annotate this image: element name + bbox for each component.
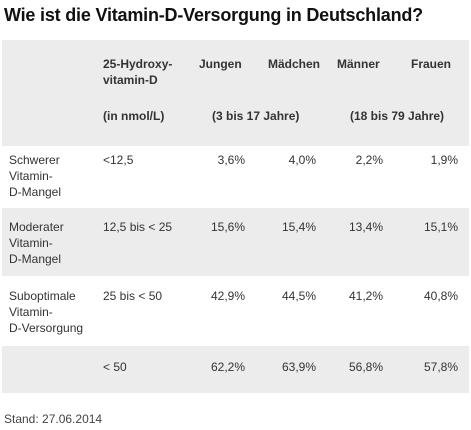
table-row: Moderater Vitamin- D-Mangel 12,5 bis < 2… [2,208,469,276]
header-marker: 25-Hydroxy- vitamin-D [103,57,173,87]
row-value-maenner: 56,8% [348,360,383,374]
row-value-maedchen: 44,5% [281,289,316,303]
row-value-jungen: 3,6% [217,153,245,167]
row-value-frauen: 57,8% [423,360,458,374]
row-range: <12,5 [103,153,134,167]
row-range: 25 bis < 50 [103,289,163,303]
subheader-adult-age: (18 bis 79 Jahre) [350,109,445,123]
header-maenner: Männer [337,57,380,71]
row-value-maenner: 41,2% [348,289,383,303]
row-category: Moderater Vitamin- D-Mangel [9,220,64,266]
table-subheader-row: (in nmol/L) (3 bis 17 Jahre) (18 bis 79 … [2,95,469,146]
row-value-maedchen: 63,9% [281,360,316,374]
row-value-maenner: 2,2% [355,153,383,167]
page-title: Wie ist die Vitamin-D-Versorgung in Deut… [4,5,423,25]
row-value-maedchen: 4,0% [288,153,316,167]
row-value-frauen: 40,8% [423,289,458,303]
row-value-maedchen: 15,4% [281,220,316,234]
row-value-frauen: 1,9% [430,153,458,167]
vitamin-d-table: 25-Hydroxy- vitamin-D Jungen Mädchen Män… [2,40,469,393]
table-header-row: 25-Hydroxy- vitamin-D Jungen Mädchen Män… [2,40,469,95]
subheader-children-age: (3 bis 17 Jahre) [212,109,300,123]
header-maedchen: Mädchen [268,57,321,71]
header-frauen: Frauen [411,57,452,71]
row-range: 12,5 bis < 25 [103,220,173,234]
table-row: Suboptimale Vitamin- D-Versorgung 25 bis… [2,276,469,346]
row-value-jungen: 62,2% [210,360,245,374]
row-value-frauen: 15,1% [423,220,458,234]
row-value-jungen: 15,6% [210,220,245,234]
footer-date: Stand: 27.06.2014 [4,412,103,426]
row-value-jungen: 42,9% [210,289,245,303]
subheader-unit: (in nmol/L) [103,109,165,123]
table-row: Schwerer Vitamin- D-Mangel <12,5 3,6% 4,… [2,146,469,208]
row-category: Schwerer Vitamin- D-Mangel [9,153,62,199]
table-row-total: < 50 62,2% 63,9% 56,8% 57,8% [2,346,469,393]
row-range: < 50 [103,360,127,374]
row-category: Suboptimale Vitamin- D-Versorgung [9,289,84,335]
header-jungen: Jungen [199,57,242,71]
row-value-maenner: 13,4% [348,220,383,234]
